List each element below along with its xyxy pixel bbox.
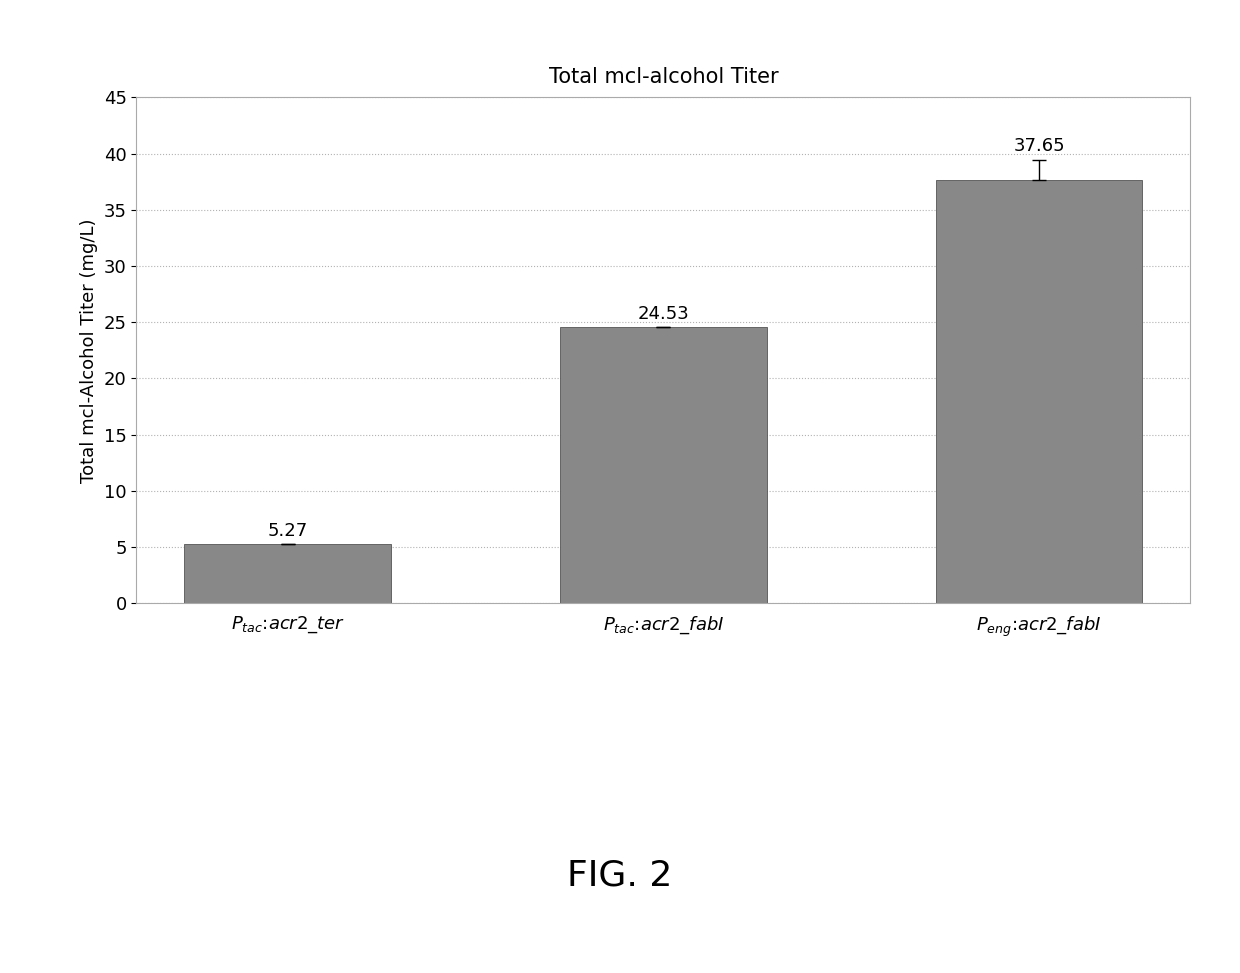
Text: 5.27: 5.27 bbox=[268, 522, 308, 539]
Title: Total mcl-alcohol Titer: Total mcl-alcohol Titer bbox=[548, 67, 779, 88]
Text: 37.65: 37.65 bbox=[1013, 137, 1065, 156]
Bar bbox=[185, 544, 391, 603]
Y-axis label: Total mcl-Alcohol Titer (mg/L): Total mcl-Alcohol Titer (mg/L) bbox=[81, 218, 98, 483]
Text: 24.53: 24.53 bbox=[637, 305, 689, 323]
Bar bbox=[560, 328, 766, 603]
Text: FIG. 2: FIG. 2 bbox=[568, 859, 672, 892]
Bar bbox=[936, 180, 1142, 603]
